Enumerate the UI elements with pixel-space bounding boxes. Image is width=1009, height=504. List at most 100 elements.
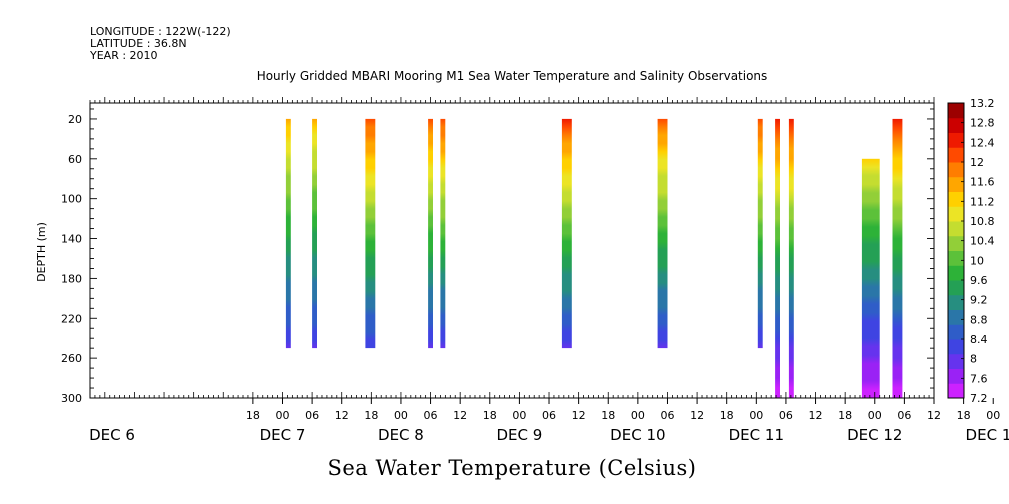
colorbar-label: 8 [970, 353, 977, 366]
colorbar: 7.2 7.6 8 8.4 8.8 9.2 9.6 10 10.4 10.8 11.2 11.6 12 1… [947, 97, 995, 405]
x-tick-label: 06 [424, 409, 438, 422]
colorbar-swatch [948, 206, 964, 222]
colorbar-swatch [948, 221, 964, 237]
x-tick-label: 12 [453, 409, 467, 422]
plot-frame [89, 102, 935, 399]
colorbar-label: 9.2 [970, 294, 988, 307]
x-tick-label: 06 [779, 409, 793, 422]
data-column [428, 118, 433, 349]
data-column [775, 118, 780, 399]
x-tick-label: 12 [809, 409, 823, 422]
colorbar-swatch [948, 250, 964, 266]
day-label: DEC 11 [729, 426, 784, 444]
x-tick-label: 12 [690, 409, 704, 422]
day-label: DEC 13 [966, 426, 1009, 444]
x-tick-label: 06 [305, 409, 319, 422]
y-tick-label: 300 [61, 392, 82, 405]
x-tick-label: 00 [275, 409, 289, 422]
x-tick-label: 00 [749, 409, 763, 422]
plot-area: 18 00 06 12 18 00 06 12 18 00 06 12 18 00 06 12 18 00 06 12… [61, 97, 1009, 444]
data-column [861, 158, 880, 398]
x-tick-label: 06 [542, 409, 556, 422]
x-tick-label: 06 [660, 409, 674, 422]
x-tick-label: 18 [838, 409, 852, 422]
colorbar-swatch [948, 191, 964, 207]
colorbar-swatch [948, 162, 964, 178]
colorbar-label: 11.2 [970, 195, 995, 208]
data-column [757, 118, 763, 349]
colorbar-swatch [948, 309, 964, 325]
colorbar-label: 8.4 [970, 333, 988, 346]
day-label: DEC 9 [496, 426, 542, 444]
colorbar-label: 7.2 [970, 392, 988, 405]
x-tick-label: 18 [483, 409, 497, 422]
data-column [365, 118, 376, 349]
data-column [312, 118, 317, 349]
x-tick-label: 12 [572, 409, 586, 422]
colorbar-label: 12.8 [970, 117, 995, 130]
x-tick-label: 18 [601, 409, 615, 422]
colorbar-swatch [948, 103, 964, 119]
colorbar-label: 9.6 [970, 274, 988, 287]
data-column [892, 118, 903, 399]
colorbar-label: 10 [970, 254, 984, 267]
colorbar-swatch [948, 294, 964, 310]
y-tick-label: 140 [61, 233, 82, 246]
colorbar-label: 10.4 [970, 235, 995, 248]
data-column [440, 118, 446, 349]
colorbar-label: 13.2 [970, 97, 995, 110]
colorbar-swatch [948, 280, 964, 296]
colorbar-swatch [948, 353, 964, 369]
longitude-label: LONGITUDE : 122W(-122) [90, 25, 231, 38]
colorbar-swatch [948, 235, 964, 251]
colorbar-frame [947, 102, 965, 399]
data-column [788, 118, 794, 399]
x-tick-label: 18 [364, 409, 378, 422]
colorbar-label: 12.4 [970, 136, 995, 149]
day-label: DEC 7 [260, 426, 306, 444]
x-tick-label: 12 [927, 409, 941, 422]
colorbar-swatch [948, 339, 964, 355]
colorbar-label: 8.8 [970, 313, 988, 326]
x-tick-label: 00 [512, 409, 526, 422]
colorbar-swatch [948, 324, 964, 340]
x-tick-label: 18 [957, 409, 971, 422]
y-tick-label: 180 [61, 272, 82, 285]
day-label: DEC 10 [610, 426, 665, 444]
x-tick-label: 12 [335, 409, 349, 422]
x-tick-label: 06 [897, 409, 911, 422]
y-tick-label: 100 [61, 193, 82, 206]
x-tick-label: 00 [986, 409, 1000, 422]
day-label: DEC 6 [89, 426, 135, 444]
latitude-label: LATITUDE : 36.8N [90, 37, 187, 50]
y-tick-label: 220 [61, 312, 82, 325]
y-tick-label: 260 [61, 352, 82, 365]
x-tick-label: 00 [868, 409, 882, 422]
chart-title: Hourly Gridded MBARI Mooring M1 Sea Wate… [257, 69, 768, 83]
colorbar-label: 12 [970, 156, 984, 169]
day-label: DEC 8 [378, 426, 424, 444]
colorbar-swatch [948, 265, 964, 281]
data-column [657, 118, 668, 349]
colorbar-swatch [948, 383, 964, 399]
colorbar-swatch [948, 132, 964, 148]
y-tick-label: 60 [68, 153, 82, 166]
x-tick-label: 18 [246, 409, 260, 422]
colorbar-label: 7.6 [970, 372, 988, 385]
y-axis-label: DEPTH (m) [35, 222, 48, 282]
y-tick-label: 20 [68, 113, 82, 126]
data-column [561, 118, 572, 349]
colorbar-swatch [948, 368, 964, 384]
colorbar-swatch [948, 117, 964, 133]
x-tick-label: 18 [720, 409, 734, 422]
x-tick-label: 00 [394, 409, 408, 422]
colorbar-label: 10.8 [970, 215, 995, 228]
x-axis-label: Sea Water Temperature (Celsius) [327, 456, 696, 480]
year-label: YEAR : 2010 [89, 49, 158, 62]
metadata-block: LONGITUDE : 122W(-122) LATITUDE : 36.8N … [89, 25, 231, 62]
x-tick-label: 00 [631, 409, 645, 422]
day-label: DEC 12 [847, 426, 902, 444]
data-column [285, 118, 291, 349]
colorbar-swatch [948, 176, 964, 192]
